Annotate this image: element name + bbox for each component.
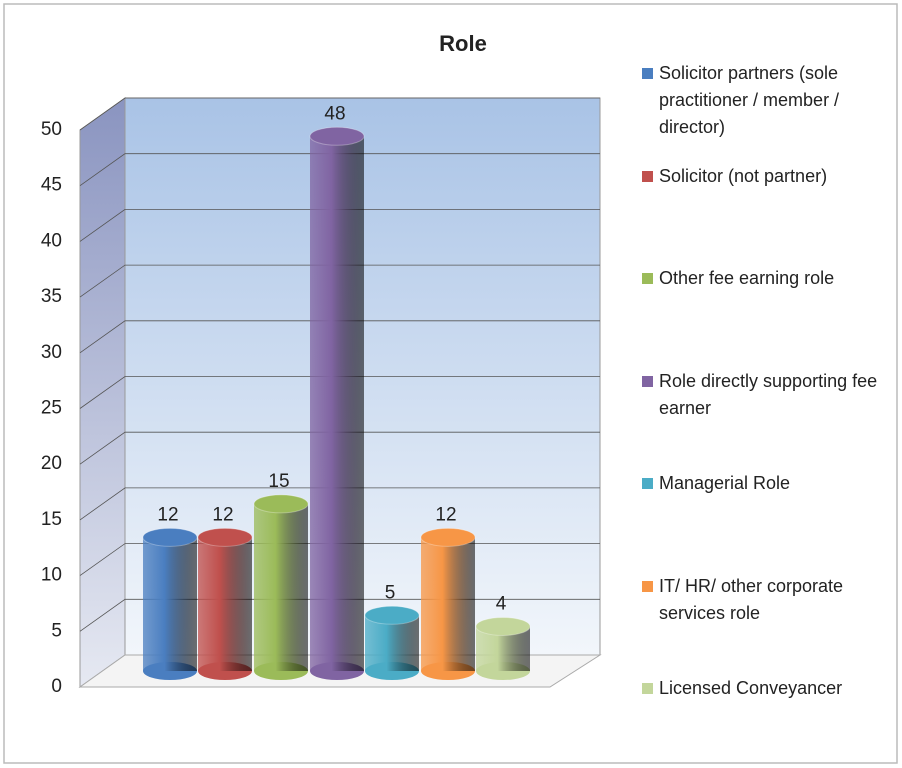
bar (254, 503, 308, 671)
legend-entry: IT/ HR/ other corporate services role (642, 573, 892, 627)
legend-label: Managerial Role (659, 473, 791, 493)
legend-entry: Licensed Conveyancer (642, 675, 892, 702)
grid-line (79, 487, 600, 521)
y-tick-label: 25 (41, 398, 62, 419)
bar-top (253, 494, 309, 514)
y-tick-label: 10 (41, 565, 62, 586)
bar (310, 136, 364, 671)
chart-title: Role (439, 31, 487, 56)
value-label: 12 (212, 504, 233, 525)
y-tick-label: 20 (41, 453, 62, 474)
legend-swatch (642, 68, 653, 79)
legend-label: Other fee earning role (659, 268, 835, 288)
y-tick-label: 5 (51, 620, 62, 641)
y-tick-label: 15 (41, 509, 62, 530)
legend-label: Role directly supporting fee earner (659, 370, 878, 418)
bar-top (364, 605, 420, 625)
grid-line (79, 431, 600, 465)
bar (365, 615, 419, 671)
legend-entry: Role directly supporting fee earner (642, 368, 892, 422)
legend-entry: Managerial Role (642, 470, 892, 497)
value-label: 48 (324, 103, 345, 124)
frame (3, 3, 898, 764)
y-tick-label: 45 (41, 175, 62, 196)
legend-label: Solicitor partners (sole practitioner / … (659, 63, 840, 137)
legend-swatch (642, 170, 653, 182)
grid-line (79, 153, 600, 187)
bar-top (475, 616, 531, 636)
legend-swatch (642, 580, 653, 592)
grid-line (79, 264, 600, 298)
legend-swatch (642, 273, 653, 284)
bar-top (142, 527, 198, 547)
bar (143, 537, 197, 671)
grid-line (79, 97, 600, 131)
bar (198, 537, 252, 671)
grid-line (79, 376, 600, 409)
bar-top (309, 126, 365, 146)
legend-label: Licensed Conveyancer (659, 678, 843, 698)
legend-swatch (642, 683, 653, 694)
y-tick-label: 30 (41, 342, 62, 363)
y-tick-label: 40 (41, 230, 62, 251)
legend-swatch (642, 478, 653, 489)
y-tick-label: 35 (41, 286, 62, 307)
bar-top (420, 527, 476, 547)
bar (421, 537, 475, 671)
legend-swatch (642, 375, 653, 387)
grid-line (79, 208, 600, 242)
legend-entry: Solicitor partners (sole practitioner / … (642, 60, 892, 141)
value-label: 12 (157, 504, 178, 525)
y-tick-label: 0 (51, 676, 62, 697)
value-label: 15 (268, 471, 289, 492)
value-label: 12 (435, 504, 456, 525)
legend-label: IT/ HR/ other corporate services role (659, 575, 844, 623)
y-tick-label: 50 (41, 119, 62, 140)
legend-label: Solicitor (not partner) (659, 165, 828, 186)
value-label: 5 (385, 582, 396, 603)
value-label: 4 (496, 593, 507, 614)
bar-top (197, 527, 253, 547)
legend-entry: Solicitor (not partner) (642, 163, 892, 190)
grid-line (79, 320, 600, 354)
legend-entry: Other fee earning role (642, 265, 892, 292)
